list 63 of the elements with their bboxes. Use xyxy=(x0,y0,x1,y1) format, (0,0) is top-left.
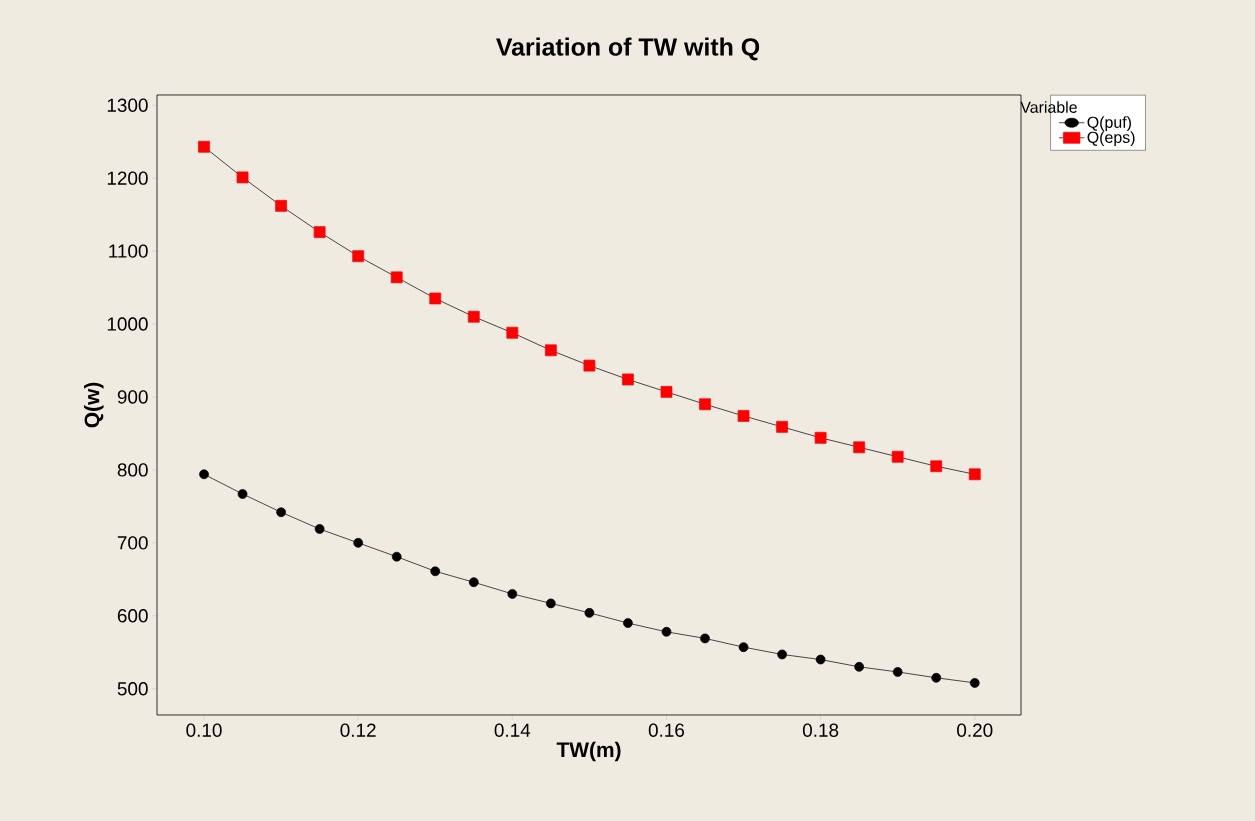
point xyxy=(545,344,557,357)
x-tick-label: 0.10 xyxy=(186,723,222,737)
point xyxy=(931,672,942,683)
point xyxy=(353,537,364,548)
point xyxy=(777,649,787,660)
point xyxy=(853,441,866,454)
point xyxy=(507,589,518,599)
point xyxy=(198,140,210,153)
point xyxy=(891,450,904,463)
point xyxy=(313,226,326,238)
y-tick-label: 600 xyxy=(117,609,148,623)
x-tick-label: 0.20 xyxy=(957,723,993,737)
legend-title: Variable xyxy=(1020,101,1077,113)
point xyxy=(390,271,403,284)
point xyxy=(737,410,750,422)
point xyxy=(699,398,711,411)
point xyxy=(700,633,710,644)
point xyxy=(815,654,826,665)
point xyxy=(622,373,634,386)
point xyxy=(583,359,596,372)
point xyxy=(776,421,788,433)
x-tick-label: 0.16 xyxy=(648,723,685,737)
point xyxy=(738,642,749,652)
point xyxy=(276,507,286,518)
legend-label: Q(eps) xyxy=(1087,131,1135,147)
point xyxy=(661,626,672,637)
y-tick-label: 800 xyxy=(117,463,148,477)
x-tick-label: 0.12 xyxy=(340,723,376,737)
point xyxy=(854,661,865,672)
chart-title: Variation of TW with Q xyxy=(496,37,760,61)
point xyxy=(352,250,365,263)
x-axis-title: TW(m) xyxy=(556,741,621,762)
point xyxy=(584,608,595,618)
legend-label: Q(puf) xyxy=(1087,116,1131,132)
y-tick-label: 500 xyxy=(117,682,148,696)
x-tick-label: 0.14 xyxy=(494,723,531,737)
x-tick-label: 0.18 xyxy=(802,723,839,737)
point xyxy=(430,566,441,577)
point xyxy=(660,386,673,398)
y-tick-label: 1100 xyxy=(109,244,148,258)
point xyxy=(930,460,943,473)
y-tick-label: 700 xyxy=(117,536,148,550)
point xyxy=(314,524,325,534)
point xyxy=(237,489,248,499)
point xyxy=(814,431,827,444)
y-tick-label: 1300 xyxy=(107,98,148,112)
point xyxy=(892,667,903,677)
point xyxy=(968,468,981,481)
point xyxy=(391,551,402,562)
point xyxy=(236,171,249,184)
y-tick-label: 900 xyxy=(117,390,148,404)
point xyxy=(275,200,287,212)
y-tick-label: 1000 xyxy=(107,317,148,331)
point xyxy=(506,326,519,339)
point xyxy=(969,678,980,688)
point xyxy=(468,577,479,588)
point xyxy=(623,618,633,628)
y-axis-title: Q(w) xyxy=(84,382,104,428)
point xyxy=(199,469,209,480)
point xyxy=(546,598,556,609)
y-tick-label: 1200 xyxy=(107,171,148,185)
point xyxy=(429,292,442,305)
point xyxy=(467,310,480,323)
